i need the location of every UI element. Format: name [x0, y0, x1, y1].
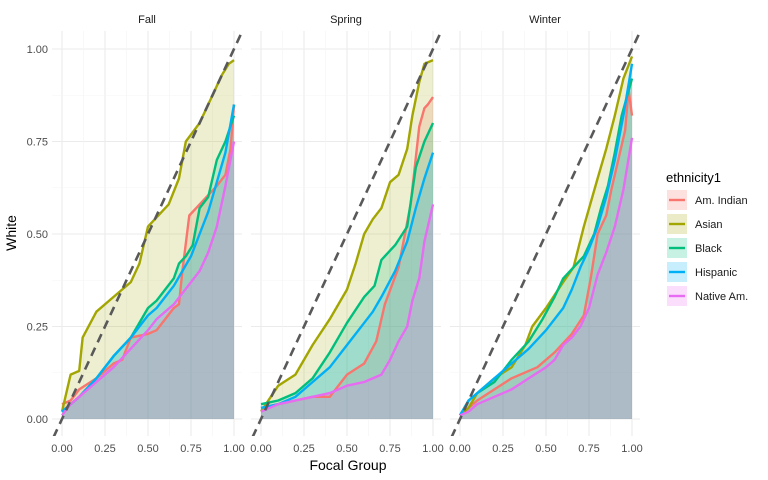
- area-black: [62, 115, 234, 419]
- gridlines: [251, 31, 441, 436]
- x-tick-label: 0.75: [578, 443, 599, 455]
- y-axis-title: White: [3, 215, 19, 251]
- line-hispanic: [260, 152, 435, 410]
- line-native-am: [260, 204, 435, 413]
- panel-fall: Fall 0.00 0.25 0.50 0.75 1.00 0.00 0.25 0.50 0.75…: [27, 14, 245, 455]
- x-tick-label: 0.25: [293, 443, 314, 455]
- legend-item-am-indian: Am. Indian: [667, 190, 748, 210]
- ribbons: [62, 60, 234, 419]
- axes: Focal Group White: [3, 215, 387, 473]
- area-black: [261, 123, 433, 419]
- x-tick-label: 0.50: [336, 443, 357, 455]
- area-am-indian: [460, 89, 632, 419]
- legend: ethnicity1 Am. Indian Asian Black Hispanic N…: [666, 170, 748, 306]
- legend-title: ethnicity1: [666, 170, 721, 185]
- y-tick-label: 0.00: [27, 414, 48, 426]
- ribbons: [460, 56, 632, 420]
- line-hispanic: [61, 104, 236, 413]
- series-lines: [260, 58, 435, 413]
- facet-label-winter: Winter: [529, 14, 561, 26]
- area-native-am: [62, 141, 234, 419]
- area-black: [460, 78, 632, 419]
- area-native-am: [261, 204, 433, 419]
- ribbons: [261, 60, 433, 419]
- x-tick-label: 0.75: [379, 443, 400, 455]
- line-native-am: [61, 141, 236, 417]
- x-axis-title: Focal Group: [309, 457, 386, 473]
- legend-item-asian: Asian: [667, 214, 723, 234]
- legend-label: Am. Indian: [695, 195, 748, 207]
- panel-winter: Winter 0.00 0.25 0.50 0.75 1.00: [449, 14, 642, 455]
- y-tick-label: 0.25: [27, 322, 48, 334]
- area-asian: [261, 60, 433, 419]
- x-tick-label: 0.25: [94, 443, 115, 455]
- x-tick-label: 0.00: [250, 443, 271, 455]
- legend-label: Hispanic: [695, 267, 738, 279]
- x-tick-label: 1.00: [422, 443, 443, 455]
- area-hispanic: [261, 152, 433, 419]
- legend-label: Asian: [695, 219, 723, 231]
- x-tick-label: 1.00: [621, 443, 642, 455]
- y-tick-label: 1.00: [27, 44, 48, 56]
- line-black: [260, 122, 435, 406]
- area-native-am: [460, 137, 632, 420]
- series-lines: [458, 55, 634, 417]
- area-am-indian: [261, 97, 433, 419]
- panel-spring: Spring 0.00 0.25 0.50 0.75 1.00: [250, 14, 443, 455]
- area-asian: [62, 60, 234, 419]
- line-am-indian: [459, 88, 634, 417]
- area-hispanic: [460, 63, 632, 420]
- facet-label-fall: Fall: [138, 14, 156, 26]
- x-tick-label: 0.50: [535, 443, 556, 455]
- area-am-indian: [62, 104, 234, 419]
- legend-item-native-am: Native Am.: [667, 286, 748, 306]
- line-hispanic: [458, 63, 634, 416]
- y-tick-label: 0.50: [27, 229, 48, 241]
- x-tick-label: 0.50: [137, 443, 158, 455]
- legend-item-black: Black: [667, 238, 722, 258]
- x-tick-label: 0.25: [492, 443, 513, 455]
- legend-label: Native Am.: [695, 291, 748, 303]
- line-native-am: [459, 137, 634, 417]
- facet-label-spring: Spring: [330, 14, 362, 26]
- line-asian: [260, 58, 434, 413]
- legend-item-hispanic: Hispanic: [667, 262, 738, 282]
- panels: Fall 0.00 0.25 0.50 0.75 1.00 0.00 0.25 0.50 0.75…: [27, 14, 643, 455]
- x-tick-label: 0.75: [180, 443, 201, 455]
- y-tick-label: 0.75: [27, 137, 48, 149]
- x-tick-label: 0.00: [51, 443, 72, 455]
- x-tick-label: 1.00: [223, 443, 244, 455]
- legend-label: Black: [695, 243, 722, 255]
- x-tick-label: 0.00: [449, 443, 470, 455]
- area-hispanic: [62, 104, 234, 419]
- area-asian: [460, 56, 632, 420]
